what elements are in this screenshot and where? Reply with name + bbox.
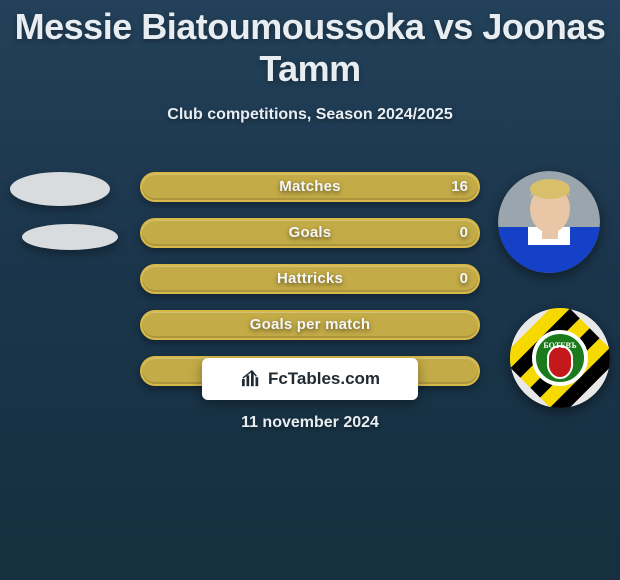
stat-right-value: 16 xyxy=(451,174,468,200)
stat-right-value: 0 xyxy=(460,266,468,292)
stat-label: Goals xyxy=(142,220,478,246)
player-left-placeholder-top xyxy=(10,172,110,206)
player-right-photo xyxy=(498,171,600,273)
stat-pill-goals-per-match: Goals per match xyxy=(140,310,480,340)
stat-label: Goals per match xyxy=(142,312,478,338)
stat-pill-goals: Goals 0 xyxy=(140,218,480,248)
season-subtitle: Club competitions, Season 2024/2025 xyxy=(0,106,620,124)
player-right-club-crest: БОТЕВЪ xyxy=(510,308,610,408)
stat-right-value: 0 xyxy=(460,220,468,246)
brand-label: FcTables.com xyxy=(268,369,380,389)
club-crest-icon: БОТЕВЪ xyxy=(510,308,610,408)
stat-label: Hattricks xyxy=(142,266,478,292)
page-title: Messie Biatoumoussoka vs Joonas Tamm xyxy=(0,0,620,90)
fctables-badge[interactable]: FcTables.com xyxy=(202,358,418,400)
crest-text: БОТЕВЪ xyxy=(543,341,576,350)
bar-chart-icon xyxy=(240,370,262,388)
player-left-placeholder-bottom xyxy=(22,224,118,250)
snapshot-date: 11 november 2024 xyxy=(0,414,620,432)
stat-pill-matches: Matches 16 xyxy=(140,172,480,202)
stat-label: Matches xyxy=(142,174,478,200)
stat-pill-hattricks: Hattricks 0 xyxy=(140,264,480,294)
player-photo-icon xyxy=(498,171,600,273)
